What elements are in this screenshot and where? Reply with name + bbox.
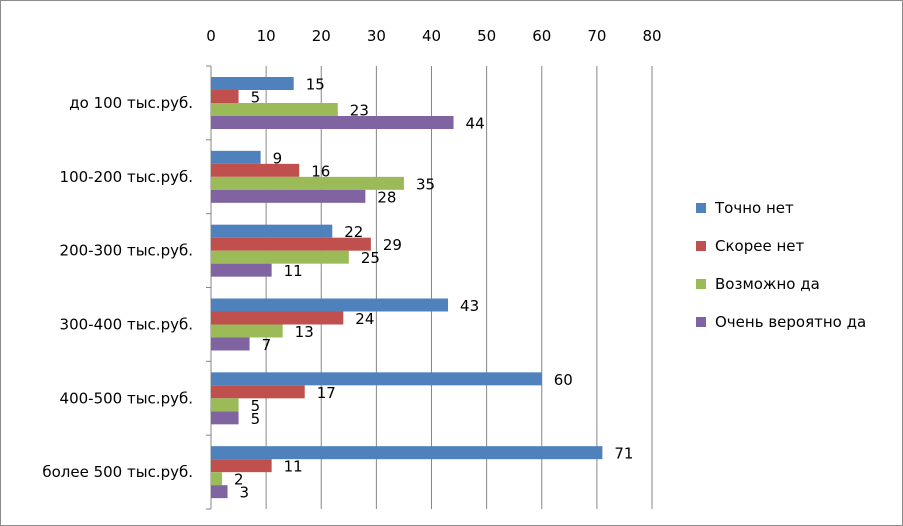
data-label: 23 <box>350 102 369 120</box>
category-label: 300-400 тыс.руб. <box>60 315 193 333</box>
data-label: 3 <box>240 484 250 502</box>
data-label: 17 <box>317 384 336 402</box>
bar <box>211 398 239 412</box>
data-label: 25 <box>361 249 380 267</box>
data-label: 24 <box>355 310 374 328</box>
data-label: 11 <box>284 262 303 280</box>
bar <box>211 337 250 351</box>
legend-label: Очень вероятно да <box>715 313 866 331</box>
legend-swatch <box>696 279 706 289</box>
data-label: 5 <box>251 397 261 415</box>
grid-layer <box>265 66 653 509</box>
legend-swatch <box>696 203 706 213</box>
category-label: 400-500 тыс.руб. <box>60 389 193 407</box>
bar <box>211 90 239 103</box>
bar <box>211 116 454 129</box>
legend-swatch <box>696 241 706 251</box>
bar <box>211 237 371 251</box>
data-label: 5 <box>251 89 261 107</box>
data-label: 71 <box>614 445 633 463</box>
bar <box>211 472 223 486</box>
bar <box>211 150 261 164</box>
bar <box>211 485 228 499</box>
x-tick-label: 0 <box>206 27 216 45</box>
x-tick-label: 30 <box>367 27 386 45</box>
data-label: 13 <box>295 323 314 341</box>
bars-layer <box>211 77 603 499</box>
x-tick-label: 10 <box>257 27 276 45</box>
data-label: 43 <box>460 297 479 315</box>
x-tick-label: 50 <box>477 27 496 45</box>
data-label: 7 <box>262 336 272 354</box>
bar <box>211 263 272 277</box>
bar <box>211 189 366 203</box>
legend: Точно нет Скорее нет Возможно да Очень веро… <box>696 199 866 331</box>
data-label: 60 <box>554 371 573 389</box>
x-tick-label: 80 <box>642 27 661 45</box>
x-tick-label: 60 <box>532 27 551 45</box>
data-label: 16 <box>311 162 330 180</box>
data-label: 9 <box>273 149 283 167</box>
data-label: 2 <box>234 471 244 489</box>
bar <box>211 411 239 425</box>
category-label: более 500 тыс.руб. <box>42 463 193 481</box>
category-label: до 100 тыс.руб. <box>69 94 193 112</box>
data-label: 28 <box>377 188 396 206</box>
bar <box>211 103 338 116</box>
bar <box>211 311 344 325</box>
data-label: 44 <box>466 115 485 133</box>
labels-layer: 1552344916352822292511432413760175571112… <box>234 76 633 502</box>
bar <box>211 176 404 190</box>
x-tick-label: 40 <box>422 27 441 45</box>
bar <box>211 446 603 460</box>
bar <box>211 224 333 238</box>
bar <box>211 250 349 264</box>
legend-swatch <box>696 317 706 327</box>
bar <box>211 163 300 177</box>
bar <box>211 77 294 90</box>
axis-layer: 0 10 20 30 40 50 60 70 80 до 100 тыс.руб. 100-200 … <box>42 27 662 510</box>
data-label: 15 <box>306 76 325 94</box>
bar <box>211 459 272 473</box>
legend-label: Возможно да <box>715 275 820 293</box>
bar <box>211 324 283 338</box>
bar <box>211 372 542 386</box>
legend-label: Скорее нет <box>715 237 804 255</box>
bar <box>211 298 449 312</box>
category-label: 100-200 тыс.руб. <box>60 168 193 186</box>
x-tick-label: 20 <box>312 27 331 45</box>
data-label: 22 <box>344 223 363 241</box>
data-label: 11 <box>284 458 303 476</box>
category-label: 200-300 тыс.руб. <box>60 242 193 260</box>
data-label: 35 <box>416 175 435 193</box>
legend-label: Точно нет <box>714 199 794 217</box>
x-tick-label: 70 <box>587 27 606 45</box>
data-label: 5 <box>251 410 261 428</box>
data-label: 29 <box>383 236 402 254</box>
bar <box>211 385 305 399</box>
